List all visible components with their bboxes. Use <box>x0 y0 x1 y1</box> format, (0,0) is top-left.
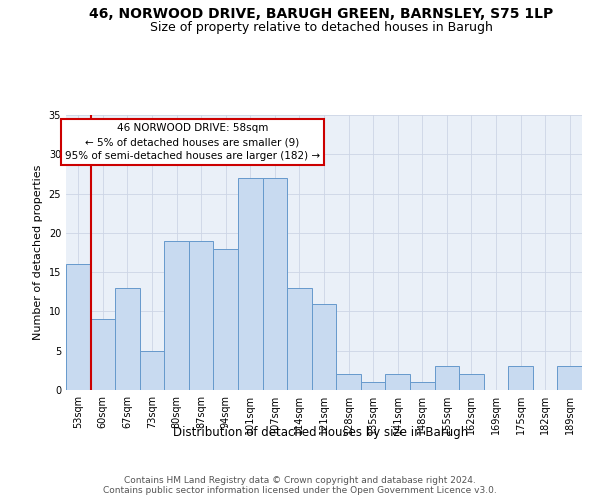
Text: Distribution of detached houses by size in Barugh: Distribution of detached houses by size … <box>173 426 469 439</box>
Bar <box>287 288 312 390</box>
Bar <box>140 350 164 390</box>
Bar <box>312 304 336 390</box>
Bar <box>263 178 287 390</box>
Text: 46, NORWOOD DRIVE, BARUGH GREEN, BARNSLEY, S75 1LP: 46, NORWOOD DRIVE, BARUGH GREEN, BARNSLE… <box>89 8 553 22</box>
Bar <box>336 374 361 390</box>
Bar <box>385 374 410 390</box>
Bar <box>66 264 91 390</box>
Bar <box>189 240 214 390</box>
Bar <box>508 366 533 390</box>
Bar <box>459 374 484 390</box>
Bar <box>91 320 115 390</box>
Bar <box>557 366 582 390</box>
Bar <box>164 240 189 390</box>
Text: 46 NORWOOD DRIVE: 58sqm
← 5% of detached houses are smaller (9)
95% of semi-deta: 46 NORWOOD DRIVE: 58sqm ← 5% of detached… <box>65 123 320 161</box>
Bar <box>238 178 263 390</box>
Text: Contains HM Land Registry data © Crown copyright and database right 2024.
Contai: Contains HM Land Registry data © Crown c… <box>103 476 497 495</box>
Bar <box>434 366 459 390</box>
Bar <box>410 382 434 390</box>
Bar <box>361 382 385 390</box>
Bar <box>214 248 238 390</box>
Y-axis label: Number of detached properties: Number of detached properties <box>33 165 43 340</box>
Bar <box>115 288 140 390</box>
Text: Size of property relative to detached houses in Barugh: Size of property relative to detached ho… <box>149 21 493 34</box>
